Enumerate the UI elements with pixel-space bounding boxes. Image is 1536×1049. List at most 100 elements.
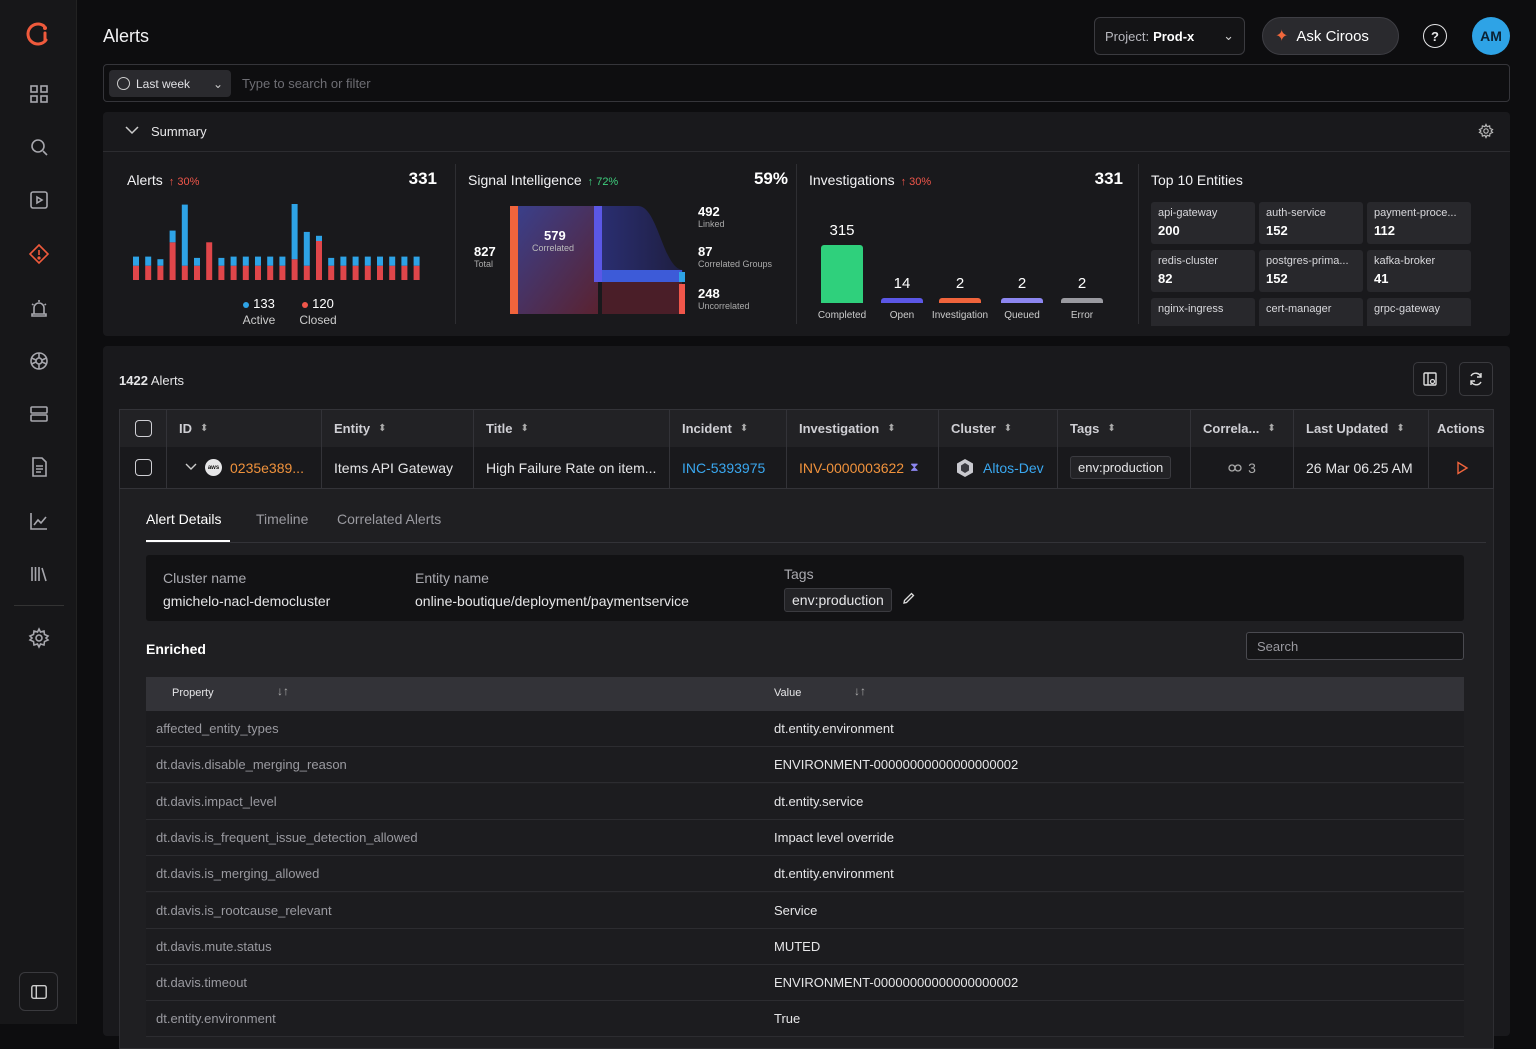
active-dot xyxy=(243,301,250,308)
entity-tile[interactable]: kafka-broker 41 xyxy=(1367,250,1471,292)
cluster-cell[interactable]: Altos-Dev xyxy=(939,447,1058,488)
property-value: ENVIRONMENT-00000000000000000002 xyxy=(774,757,1019,773)
table-row[interactable]: aws 0235e389... Items API Gateway High F… xyxy=(119,447,1494,489)
enriched-heading: Enriched xyxy=(146,641,206,657)
entity-count: 112 xyxy=(1374,223,1395,238)
property-value: dt.entity.environment xyxy=(774,866,894,882)
entity-name: payment-proce... xyxy=(1374,207,1457,219)
property-value: dt.entity.service xyxy=(774,793,864,809)
incident-link[interactable]: INC-5393975 xyxy=(670,447,787,488)
tab-alert-details[interactable]: Alert Details xyxy=(146,511,222,527)
tab-timeline[interactable]: Timeline xyxy=(256,511,309,527)
property-key: dt.davis.is_rootcause_relevant xyxy=(156,902,332,918)
closed-bar xyxy=(255,265,261,280)
top-entities-title: Top 10 Entities xyxy=(1151,172,1243,188)
property-row: affected_entity_types dt.entity.environme… xyxy=(146,711,1464,747)
property-header[interactable]: Property xyxy=(172,687,214,699)
column-correlated[interactable]: Correla... ⬍ xyxy=(1191,410,1294,447)
entity-tile[interactable]: payment-proce... 112 xyxy=(1367,202,1471,244)
investigation-link[interactable]: INV-0000003622 xyxy=(799,459,905,476)
row-checkbox[interactable] xyxy=(120,447,167,488)
cluster-link[interactable]: Altos-Dev xyxy=(983,459,1044,476)
siren-icon[interactable] xyxy=(26,295,52,321)
entity-tile[interactable]: grpc-gateway xyxy=(1367,298,1471,326)
library-icon[interactable] xyxy=(26,561,52,587)
help-icon[interactable]: ? xyxy=(1423,24,1447,48)
closed-bar xyxy=(169,242,176,280)
server-icon[interactable] xyxy=(26,401,52,427)
column-tags[interactable]: Tags ⬍ xyxy=(1058,410,1191,447)
column-id[interactable]: ID ⬍ xyxy=(167,410,322,447)
property-value: True xyxy=(774,1011,801,1027)
kubernetes-icon[interactable] xyxy=(26,348,52,374)
value-header[interactable]: Value xyxy=(774,687,802,699)
avatar[interactable]: AM xyxy=(1472,17,1510,55)
enriched-search-input[interactable]: Search xyxy=(1246,632,1464,660)
closed-bar xyxy=(352,265,359,280)
entity-tile[interactable]: cert-manager xyxy=(1259,298,1363,326)
dashboard-icon[interactable] xyxy=(26,81,52,107)
summary-label: Summary xyxy=(151,124,207,139)
entity-name-value: online-boutique/deployment/paymentservic… xyxy=(415,593,689,609)
project-value: Prod-x xyxy=(1153,28,1195,44)
entity-tile[interactable]: redis-cluster 82 xyxy=(1151,250,1255,292)
closed-legend: 120 Closed xyxy=(295,296,341,327)
property-row: dt.davis.is_merging_allowed dt.entity.env… xyxy=(146,856,1464,893)
gear-icon[interactable] xyxy=(1478,123,1494,144)
entity-count: 152 xyxy=(1266,223,1288,238)
tab-divider xyxy=(146,542,1486,543)
run-action-button[interactable] xyxy=(1429,447,1495,488)
property-key: dt.davis.disable_merging_reason xyxy=(156,757,347,773)
collapse-sidebar-button[interactable] xyxy=(19,972,58,1011)
active-label: Active xyxy=(242,313,276,327)
alerts-icon[interactable] xyxy=(26,241,52,267)
investigation-cell[interactable]: INV-0000003622 ⧗ xyxy=(787,447,939,488)
sort-icon[interactable]: ↓↑ xyxy=(277,684,289,698)
entity-tile[interactable]: nginx-ingress xyxy=(1151,298,1255,326)
date-range-dropdown[interactable]: Last week ⌄ xyxy=(109,70,231,97)
entity-tile[interactable]: postgres-prima... 152 xyxy=(1259,250,1363,292)
search-icon[interactable] xyxy=(26,134,52,160)
summary-header[interactable]: Summary xyxy=(103,112,1510,152)
tab-correlated-alerts[interactable]: Correlated Alerts xyxy=(337,511,442,527)
columns-icon xyxy=(1423,372,1437,386)
alerts-count: 1422 Alerts xyxy=(119,373,185,388)
alert-id[interactable]: 0235e389... xyxy=(230,459,304,476)
property-value: MUTED xyxy=(774,938,821,954)
alert-id-cell[interactable]: aws 0235e389... xyxy=(167,447,322,488)
expand-chevron-icon[interactable] xyxy=(185,462,197,474)
ciroos-logo[interactable] xyxy=(24,20,52,48)
edit-tags-icon[interactable] xyxy=(902,591,916,610)
entity-tile[interactable]: api-gateway 200 xyxy=(1151,202,1255,244)
entity-tile[interactable]: auth-service 152 xyxy=(1259,202,1363,244)
alerts-summary: Alerts ↑ 30% 331 133 Active 120 Closed xyxy=(127,164,437,327)
search-filter-input[interactable]: Type to search or filter xyxy=(242,76,371,91)
chart-icon[interactable] xyxy=(26,508,52,534)
refresh-button[interactable] xyxy=(1459,362,1493,396)
settings-icon[interactable] xyxy=(26,625,52,651)
column-investigation[interactable]: Investigation ⬍ xyxy=(787,410,939,447)
active-bar xyxy=(413,256,420,266)
ask-ciroos-button[interactable]: ✦ Ask Ciroos xyxy=(1262,17,1399,55)
column-incident[interactable]: Incident ⬍ xyxy=(670,410,787,447)
column-settings-button[interactable] xyxy=(1413,362,1447,396)
closed-bar xyxy=(316,241,322,280)
sort-icon[interactable]: ↓↑ xyxy=(854,684,866,698)
link-icon xyxy=(1228,460,1242,476)
play-icon[interactable] xyxy=(26,187,52,213)
project-selector[interactable]: Project: Prod-x ⌄ xyxy=(1094,17,1245,55)
chevron-down-icon xyxy=(125,124,139,138)
column-last-updated[interactable]: Last Updated ⬍ xyxy=(1294,410,1429,447)
closed-bar xyxy=(145,265,152,280)
select-all-checkbox[interactable] xyxy=(120,410,167,447)
correlated-cell[interactable]: 3 xyxy=(1191,447,1294,488)
column-entity[interactable]: Entity ⬍ xyxy=(322,410,474,447)
property-key: affected_entity_types xyxy=(156,721,279,736)
document-icon[interactable] xyxy=(26,454,52,480)
closed-bar xyxy=(340,265,347,280)
closed-bar xyxy=(291,259,298,280)
column-title[interactable]: Title ⬍ xyxy=(474,410,670,447)
column-cluster[interactable]: Cluster ⬍ xyxy=(939,410,1058,447)
sidebar-divider xyxy=(14,605,64,606)
closed-bar xyxy=(218,265,225,280)
